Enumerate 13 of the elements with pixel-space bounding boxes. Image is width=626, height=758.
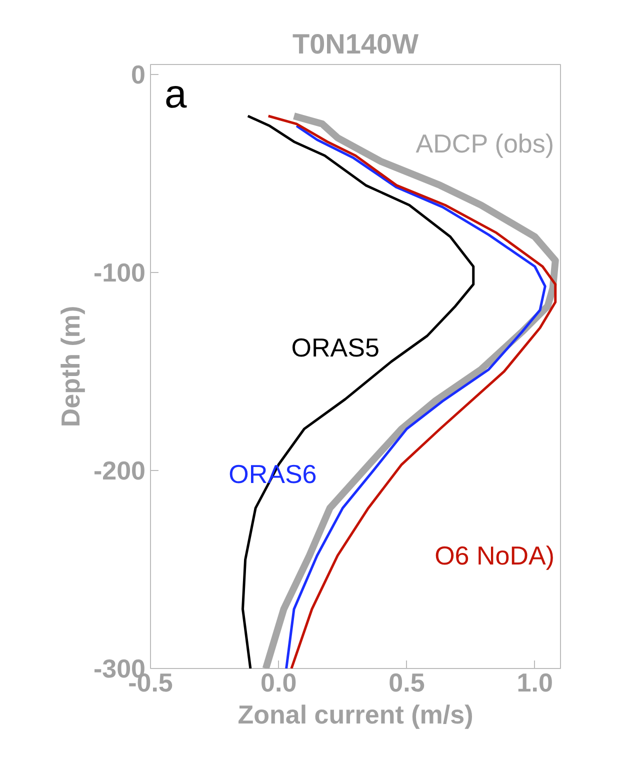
y-tick-label: -200 (93, 455, 146, 486)
y-axis-title: Depth (m) (55, 306, 86, 428)
series-label: ADCP (obs) (416, 128, 554, 159)
x-tick-label: 0.0 (260, 668, 297, 698)
chart-title: T0N140W (292, 28, 420, 60)
annotation: a (164, 72, 188, 116)
x-tick-label: 1.0 (516, 668, 553, 698)
text: O6 NoDA) (434, 540, 554, 571)
x-axis-title: Zonal current (m/s) (238, 700, 474, 730)
series-label: ORAS5 (291, 332, 380, 363)
x-tick-label: 0.5 (388, 668, 425, 698)
y-tick-label: 0 (131, 59, 146, 90)
y-tick-label: -100 (93, 257, 146, 288)
